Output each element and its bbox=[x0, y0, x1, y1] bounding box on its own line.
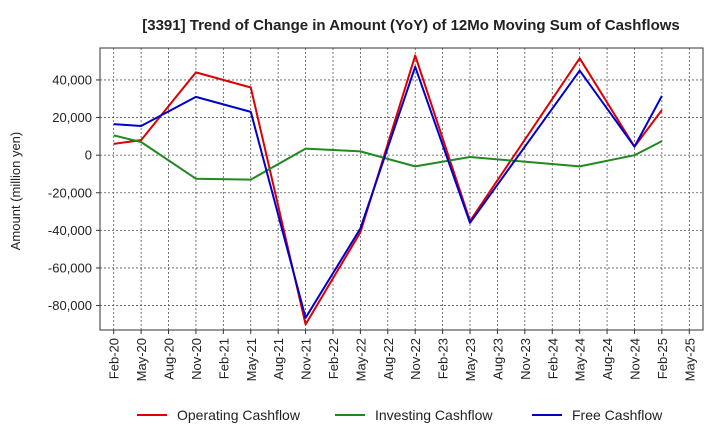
grid-layer bbox=[100, 48, 703, 330]
y-axis-label: Amount (million yen) bbox=[8, 132, 23, 251]
x-tick-label: Nov-20 bbox=[189, 338, 204, 380]
x-tick-label: May-21 bbox=[244, 338, 259, 381]
investing-cashflow-line bbox=[113, 134, 663, 181]
y-tick-label: -80,000 bbox=[48, 298, 92, 313]
y-tick-label: -20,000 bbox=[48, 185, 92, 200]
x-tick-label: Aug-20 bbox=[162, 338, 177, 380]
x-tick-label: Feb-25 bbox=[655, 338, 670, 379]
x-tick-label: May-20 bbox=[134, 338, 149, 381]
chart-title: [3391] Trend of Change in Amount (YoY) o… bbox=[142, 17, 680, 34]
x-tick-label: Aug-23 bbox=[490, 338, 505, 380]
y-tick-label: 40,000 bbox=[52, 72, 92, 87]
x-tick-label: Feb-20 bbox=[107, 338, 122, 379]
x-tick-label: Feb-21 bbox=[216, 338, 231, 379]
x-tick-label: May-25 bbox=[682, 338, 697, 381]
x-tick-label: Nov-24 bbox=[627, 338, 642, 380]
plot-frame bbox=[99, 47, 704, 331]
y-tick-label: -60,000 bbox=[48, 260, 92, 275]
y-tick-label: 20,000 bbox=[52, 110, 92, 125]
x-tick-label: Feb-23 bbox=[436, 338, 451, 379]
y-tick-label: 0 bbox=[85, 148, 92, 163]
legend-label-operating-cashflow: Operating Cashflow bbox=[177, 407, 301, 423]
x-tick-label: Nov-21 bbox=[299, 338, 314, 380]
x-tick-label: Aug-21 bbox=[271, 338, 286, 380]
series-layer bbox=[113, 54, 663, 326]
y-tick-label: -40,000 bbox=[48, 223, 92, 238]
legend-label-investing-cashflow: Investing Cashflow bbox=[375, 407, 493, 423]
tick-layer: Feb-20 May-20 Aug-20 Nov-20 Feb-21 May-21 Aug-… bbox=[48, 72, 697, 381]
x-tick-label: Feb-22 bbox=[326, 338, 341, 379]
legend: Operating Cashflow Investing Cashflow Free… bbox=[137, 407, 663, 423]
x-tick-label: Nov-23 bbox=[518, 338, 533, 380]
x-tick-label: Aug-24 bbox=[600, 338, 615, 380]
x-tick-label: May-24 bbox=[573, 338, 588, 381]
x-tick-label: May-22 bbox=[353, 338, 368, 381]
x-tick-label: Aug-22 bbox=[381, 338, 396, 380]
operating-cashflow-line bbox=[113, 54, 663, 326]
legend-label-free-cashflow: Free Cashflow bbox=[572, 407, 663, 423]
x-tick-label: Feb-24 bbox=[545, 338, 560, 379]
free-cashflow-line bbox=[113, 65, 663, 319]
x-tick-label: Nov-22 bbox=[408, 338, 423, 380]
x-tick-label: May-23 bbox=[463, 338, 478, 381]
